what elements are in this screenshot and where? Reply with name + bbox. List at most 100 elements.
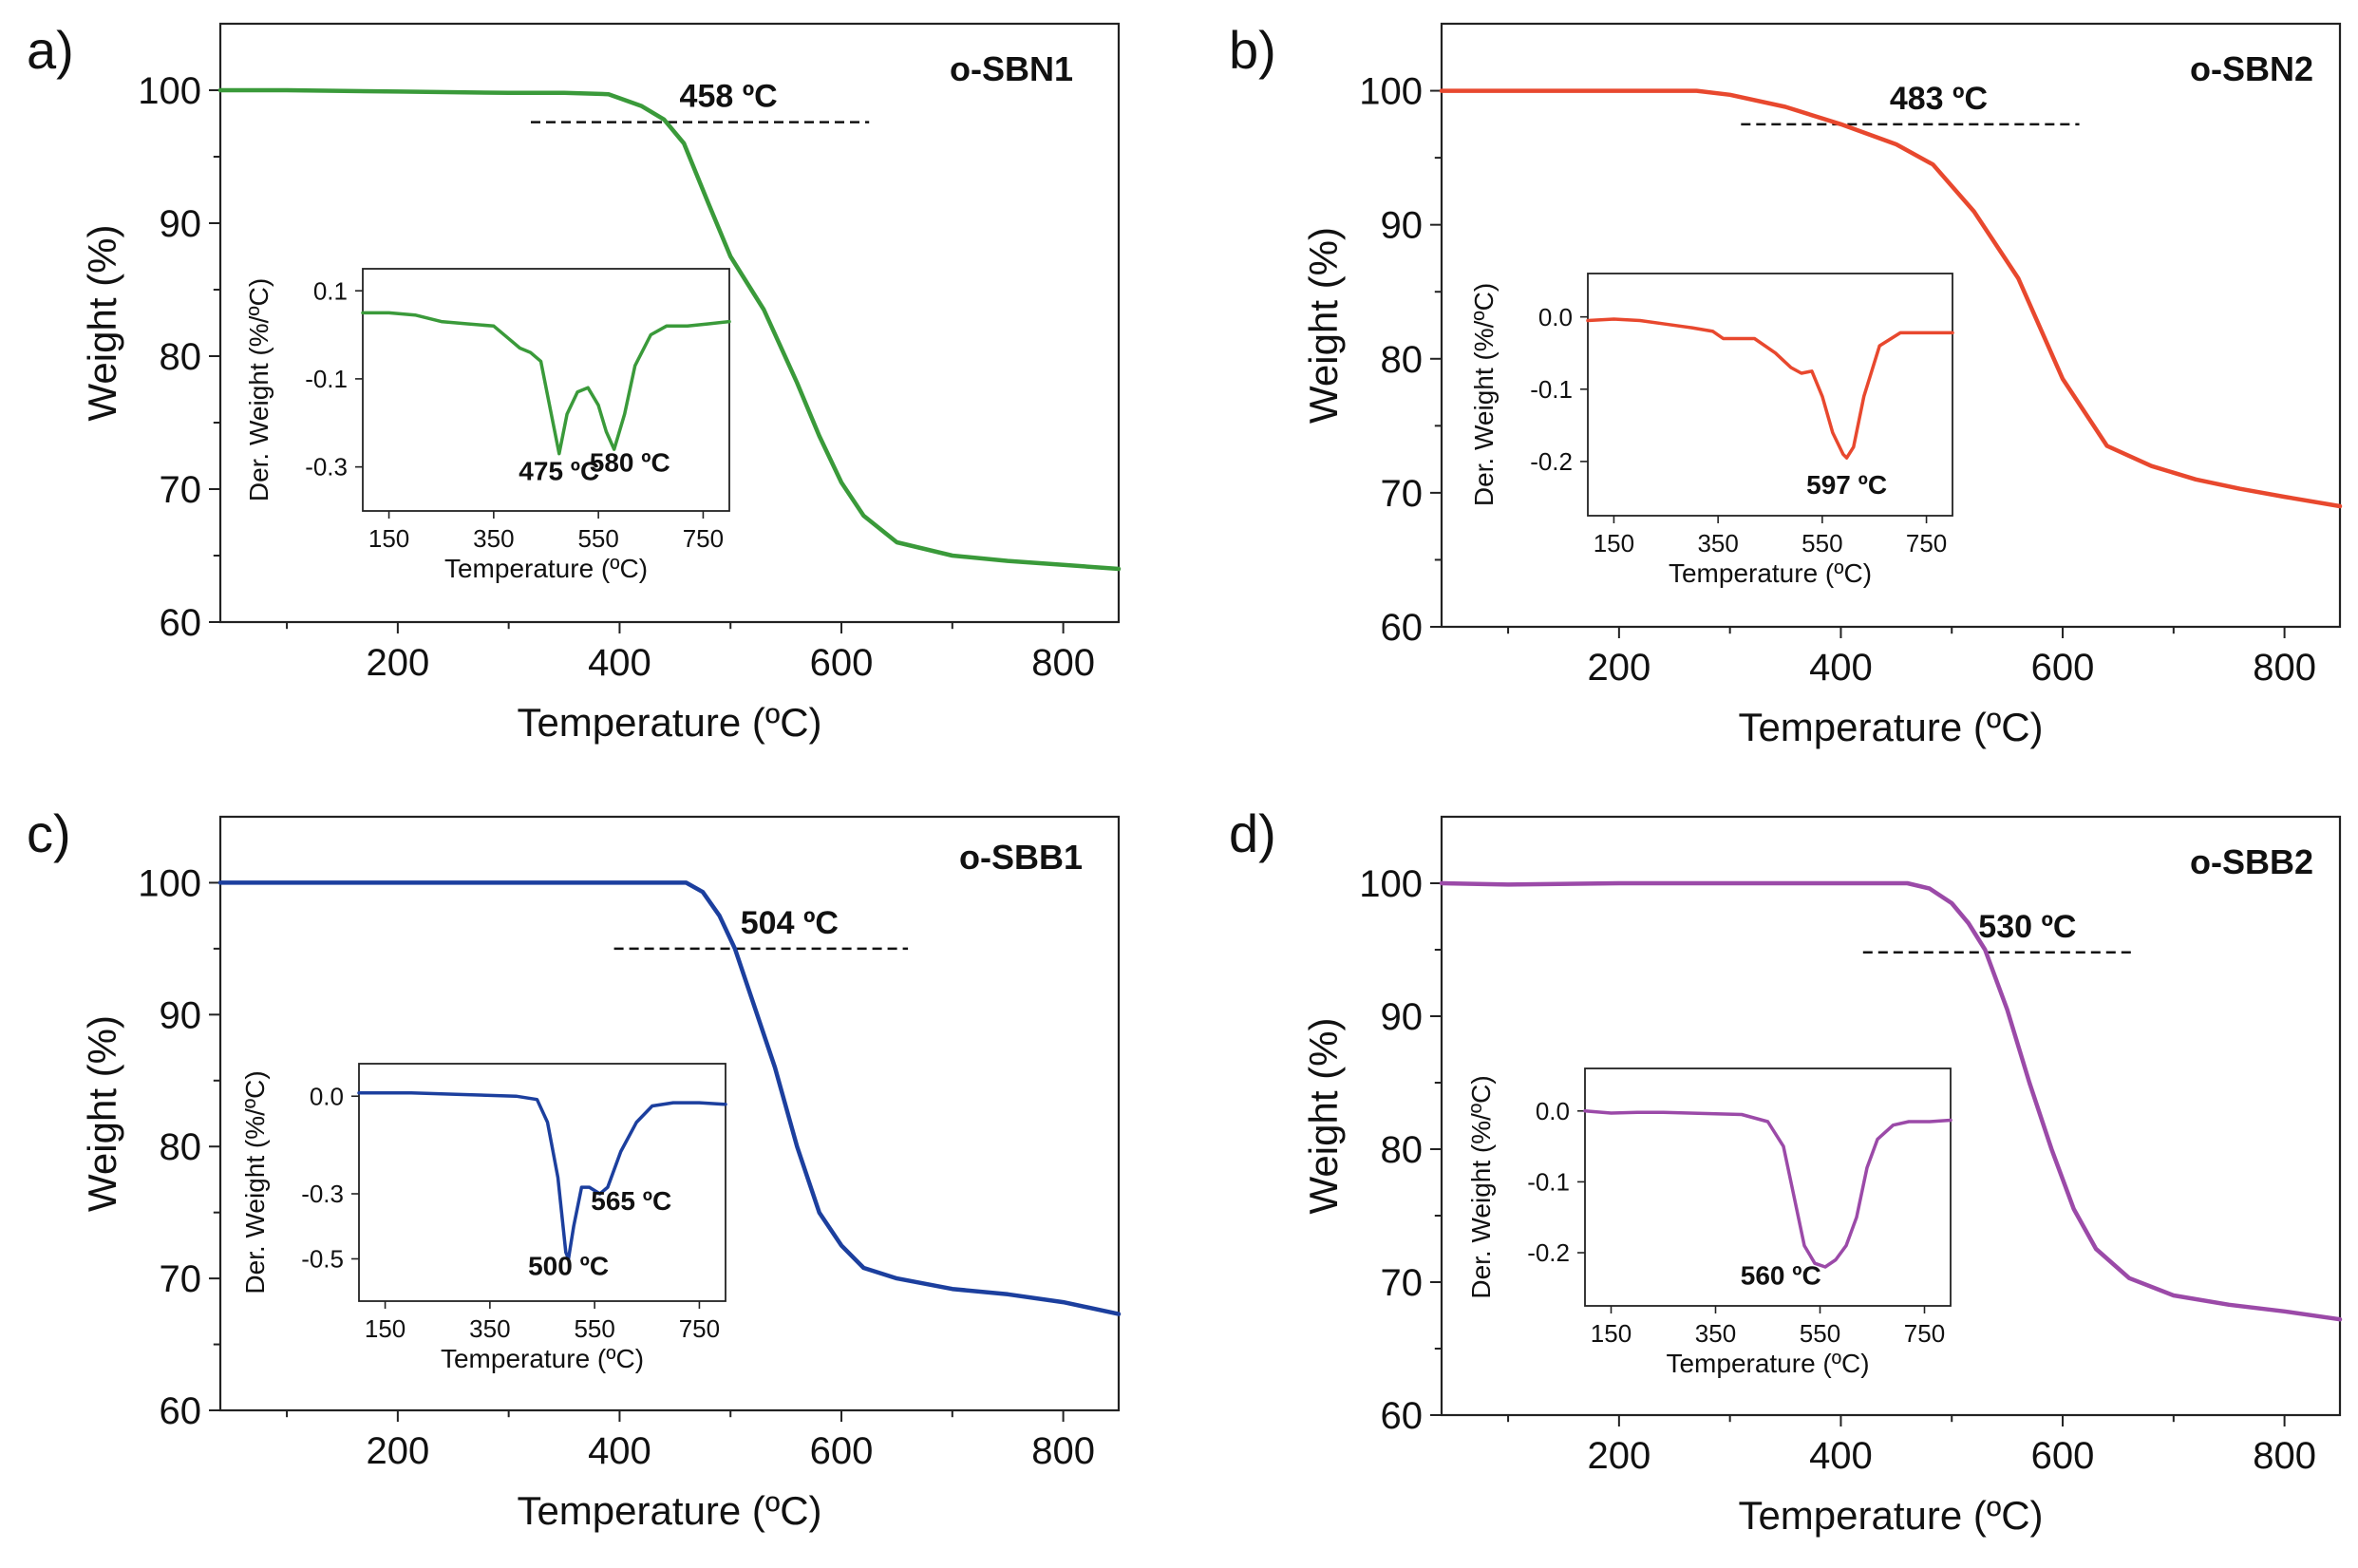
main-y-tick-label: 70 <box>160 469 202 511</box>
sample-name: o-SBN2 <box>2190 49 2313 88</box>
inset-x-tick-label: 350 <box>469 1314 510 1343</box>
main-y-tick-label: 70 <box>160 1258 202 1300</box>
inset-x-axis-label: Temperature (ºC) <box>1669 558 1872 588</box>
x-axis-label: Temperature (ºC) <box>517 1488 821 1533</box>
inset-y-tick-label: -0.1 <box>305 365 348 393</box>
x-axis-label: Temperature (ºC) <box>517 700 821 745</box>
inset-y-axis-label: Der. Weight (%/ºC) <box>1466 1075 1496 1298</box>
inset-x-tick-label: 350 <box>1695 1319 1736 1348</box>
inset-y-tick-label: -0.1 <box>1530 375 1573 404</box>
dtg-peak-label: 475 ºC <box>519 457 599 486</box>
main-y-tick-label: 80 <box>160 1126 202 1168</box>
main-x-tick-label: 800 <box>1031 642 1095 684</box>
panel-label: c) <box>27 803 71 863</box>
panel-label: d) <box>1229 803 1276 863</box>
panel-d: d) o-SBB2 200 400 600 800 60 70 80 90 100 Temperatu… <box>1229 803 2343 1538</box>
inset-x-axis-label: Temperature (ºC) <box>444 554 648 583</box>
onset-temperature-label: 530 ºC <box>1978 909 2076 945</box>
main-y-tick-label: 70 <box>1381 473 1424 515</box>
sample-name: o-SBN1 <box>950 49 1073 88</box>
main-y-tick-label: 60 <box>160 602 202 644</box>
main-x-tick-label: 400 <box>1809 647 1873 689</box>
inset-y-tick-label: -0.1 <box>1527 1168 1570 1197</box>
main-x-tick-label: 400 <box>1809 1435 1873 1477</box>
main-y-tick-label: 60 <box>1381 607 1424 649</box>
main-plot-frame <box>1440 22 2342 629</box>
dtg-peak-label: 580 ºC <box>590 447 670 477</box>
inset-x-tick-label: 150 <box>1594 529 1634 557</box>
inset-x-tick-label: 150 <box>368 524 409 553</box>
inset-x-axis-label: Temperature (ºC) <box>1666 1349 1869 1378</box>
inset-x-tick-label: 550 <box>1800 1319 1840 1348</box>
main-y-tick-label: 100 <box>1359 863 1423 905</box>
main-y-tick-label: 60 <box>160 1390 202 1432</box>
dtg-curve-o-SBB1 <box>357 1091 727 1261</box>
main-x-tick-label: 600 <box>2031 647 2095 689</box>
main-y-tick-label: 80 <box>1381 339 1424 381</box>
inset-x-tick-label: 750 <box>679 1314 720 1343</box>
main-y-tick-label: 100 <box>1359 71 1423 113</box>
x-axis-label: Temperature (ºC) <box>1738 1493 2043 1538</box>
tga-curve-o-SBB2 <box>1439 880 2343 1322</box>
inset-x-tick-label: 550 <box>574 1314 614 1343</box>
main-x-tick-label: 200 <box>1587 647 1651 689</box>
main-x-tick-label: 600 <box>810 642 874 684</box>
inset-background <box>1585 1068 1951 1306</box>
panel-b: b) o-SBN2 200 400 600 800 60 70 80 90 100 Temperatu… <box>1229 20 2343 749</box>
inset-x-tick-label: 350 <box>1697 529 1738 557</box>
main-y-tick-label: 90 <box>160 994 202 1036</box>
inset-x-tick-label: 550 <box>1802 529 1842 557</box>
inset-plot-frame <box>358 1063 726 1302</box>
main-y-tick-label: 90 <box>160 203 202 245</box>
inset-y-axis-label: Der. Weight (%/ºC) <box>240 1070 270 1294</box>
inset-x-tick-label: 150 <box>365 1314 406 1343</box>
main-x-tick-label: 800 <box>2253 1435 2316 1477</box>
panel-label: b) <box>1229 20 1276 80</box>
inset-plot-frame <box>1587 273 1953 517</box>
main-x-tick-label: 800 <box>2253 647 2316 689</box>
inset-plot-frame <box>362 268 730 512</box>
inset-x-tick-label: 750 <box>1904 1319 1945 1348</box>
sample-name: o-SBB1 <box>959 838 1083 877</box>
main-y-tick-label: 60 <box>1381 1395 1424 1437</box>
inset-y-tick-label: -0.3 <box>305 453 348 482</box>
main-plot-frame <box>218 815 1121 1412</box>
inset-y-axis-label: Der. Weight (%/ºC) <box>1469 283 1499 506</box>
main-plot-frame <box>1440 815 2342 1417</box>
main-x-tick-label: 200 <box>366 1430 429 1472</box>
y-axis-label: Weight (%) <box>1301 227 1346 424</box>
inset-x-tick-label: 350 <box>473 524 514 553</box>
y-axis-label: Weight (%) <box>1301 1018 1346 1215</box>
main-y-tick-label: 100 <box>138 70 201 112</box>
inset-y-tick-label: 0.0 <box>1538 303 1573 331</box>
dtg-peak-label: 560 ºC <box>1741 1261 1821 1291</box>
panel-c: c) o-SBB1 200 400 600 800 60 70 80 90 100 Temperatu… <box>27 803 1122 1533</box>
main-y-tick-label: 90 <box>1381 996 1424 1038</box>
inset-y-tick-label: -0.2 <box>1527 1238 1570 1267</box>
tga-curve-o-SBN2 <box>1439 88 2343 509</box>
inset-background <box>1588 274 1952 516</box>
inset-y-tick-label: 0.1 <box>313 276 348 305</box>
main-x-tick-label: 200 <box>366 642 429 684</box>
onset-temperature-label: 504 ºC <box>741 905 839 941</box>
main-x-tick-label: 200 <box>1587 1435 1651 1477</box>
tga-curve-o-SBB1 <box>217 880 1122 1316</box>
panel-label: a) <box>27 20 74 80</box>
inset-x-tick-label: 750 <box>1906 529 1947 557</box>
x-axis-label: Temperature (ºC) <box>1738 705 2043 749</box>
dtg-peak-label: 500 ºC <box>528 1252 609 1281</box>
tga-curve-o-SBN1 <box>217 87 1122 572</box>
y-axis-label: Weight (%) <box>80 225 124 422</box>
inset-x-axis-label: Temperature (ºC) <box>441 1344 644 1373</box>
inset-y-tick-label: 0.0 <box>1536 1097 1570 1125</box>
main-x-tick-label: 600 <box>2031 1435 2095 1477</box>
main-x-tick-label: 400 <box>588 642 651 684</box>
main-x-tick-label: 400 <box>588 1430 651 1472</box>
inset-y-tick-label: 0.0 <box>310 1082 344 1110</box>
inset-y-tick-label: -0.2 <box>1530 447 1573 476</box>
main-y-tick-label: 70 <box>1381 1262 1424 1304</box>
main-y-tick-label: 80 <box>1381 1129 1424 1171</box>
dtg-peak-label: 597 ºC <box>1806 470 1887 500</box>
dtg-peak-label: 565 ºC <box>591 1186 671 1216</box>
panel-a: a) o-SBN1 200 400 600 800 60 70 80 90 100 Temperatu… <box>27 20 1122 745</box>
